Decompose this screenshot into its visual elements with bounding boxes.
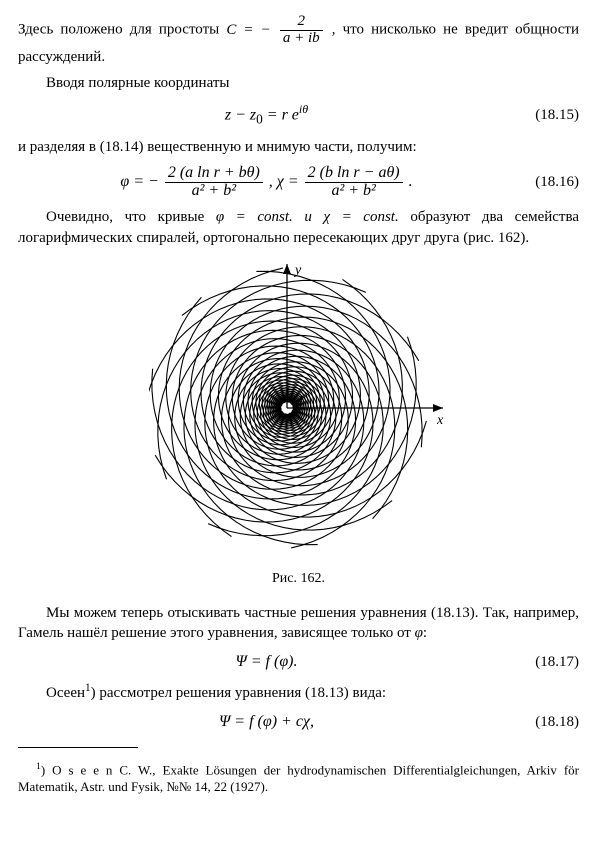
para-6: Осеен1) рассмотрел решения уравнения (18… xyxy=(18,681,579,703)
equation-18-18: Ψ = f (φ) + cχ, (18.18) xyxy=(18,711,579,733)
equation-18-16-number: (18.16) xyxy=(515,172,579,192)
equation-18-17: Ψ = f (φ). (18.17) xyxy=(18,651,579,673)
equation-18-16-body: φ = − 2 (a ln r + bθ) a² + b² , χ = 2 (b… xyxy=(18,165,515,200)
para-1a-text: Здесь положено для простоты xyxy=(18,22,226,38)
inline-C-fraction: 2 a + ib xyxy=(278,14,325,47)
equation-18-17-number: (18.17) xyxy=(515,652,579,672)
equation-18-18-number: (18.18) xyxy=(515,712,579,732)
para-2: Вводя полярные координаты xyxy=(18,73,579,93)
equation-18-15: z − z0 = r eiθ (18.15) xyxy=(18,101,579,129)
phi-symbol: φ xyxy=(415,625,423,641)
footnote-rule xyxy=(18,747,138,748)
eq16-chi-fraction: 2 (b ln r − aθ) a² + b² xyxy=(303,165,405,200)
svg-text:O: O xyxy=(293,392,303,407)
figure-162-caption: Рис. 162. xyxy=(18,570,579,589)
para-3: и разделяя в (18.14) вещественную и мним… xyxy=(18,137,579,157)
svg-text:y: y xyxy=(293,263,302,278)
equation-18-15-body: z − z0 = r eiθ xyxy=(18,101,515,129)
spiral-diagram: Ox y xyxy=(149,258,449,558)
para-5: Мы можем теперь отыскивать частные решен… xyxy=(18,603,579,644)
inline-C-equation: C = − 2 a + ib xyxy=(226,22,331,38)
figure-162: Ox y xyxy=(18,258,579,564)
para-4: Очевидно, что кривые φ = const. и χ = co… xyxy=(18,207,579,248)
eq16-phi-fraction: 2 (a ln r + bθ) a² + b² xyxy=(163,165,265,200)
equation-18-15-number: (18.15) xyxy=(515,105,579,125)
equation-18-18-body: Ψ = f (φ) + cχ, xyxy=(18,711,515,733)
equation-18-16: φ = − 2 (a ln r + bθ) a² + b² , χ = 2 (b… xyxy=(18,165,579,200)
phi-const: φ = const. xyxy=(216,209,293,225)
para-1: Здесь положено для простоты C = − 2 a + … xyxy=(18,14,579,67)
chi-const: и χ = const. xyxy=(304,209,398,225)
footnote-1: 1) O s e e n C. W., Exakte Lösungen der … xyxy=(18,761,579,795)
svg-text:x: x xyxy=(436,413,444,428)
equation-18-17-body: Ψ = f (φ). xyxy=(18,651,515,673)
